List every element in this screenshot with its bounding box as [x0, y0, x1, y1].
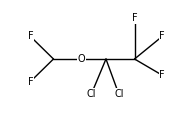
Text: F: F: [132, 13, 137, 23]
Text: F: F: [159, 70, 165, 80]
Text: Cl: Cl: [114, 89, 124, 99]
Text: F: F: [28, 32, 33, 41]
Text: F: F: [28, 77, 33, 86]
Text: Cl: Cl: [86, 89, 96, 99]
Text: F: F: [159, 32, 165, 41]
Text: O: O: [77, 54, 85, 64]
